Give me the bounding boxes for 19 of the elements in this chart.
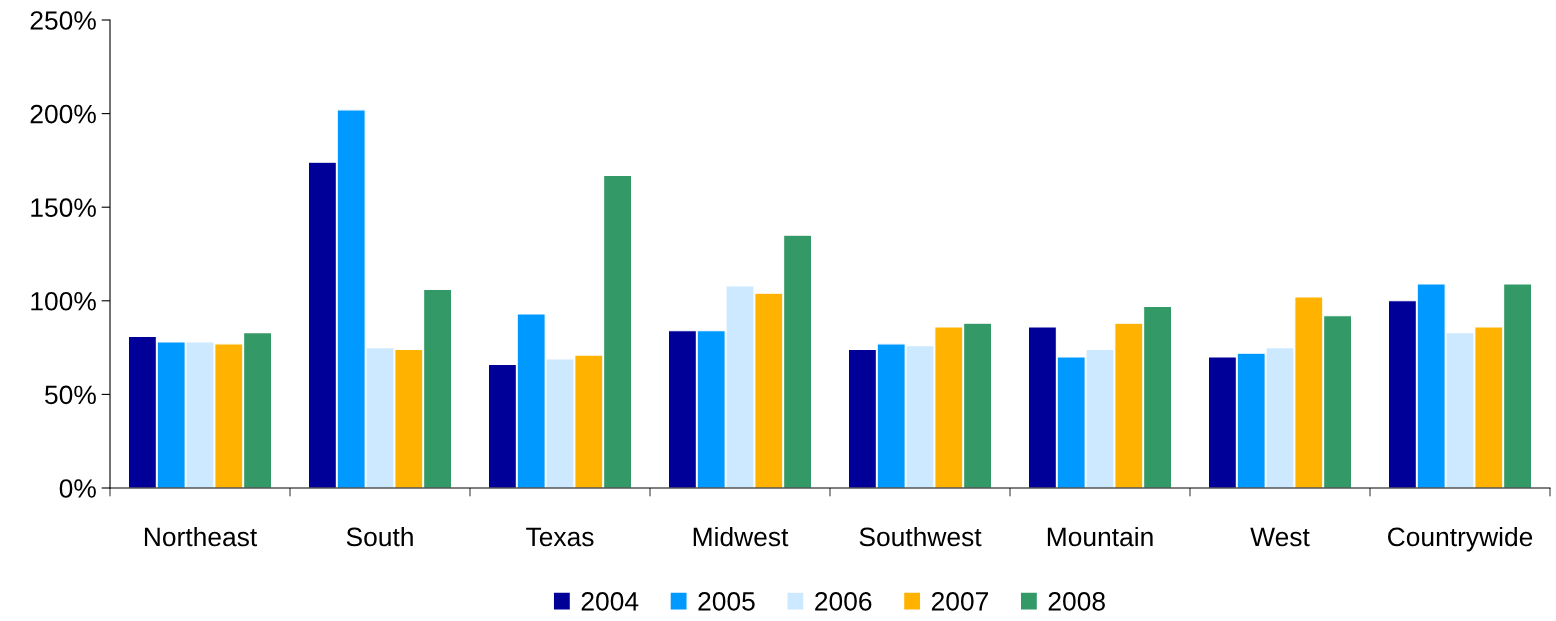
legend-label: 2008	[1048, 592, 1105, 611]
y-tick-label: 50%	[45, 385, 96, 405]
legend-label: 2006	[815, 592, 872, 611]
y-tick-label: 0%	[59, 479, 96, 498]
x-tick-label: Southwest	[859, 526, 982, 547]
x-tick-label: Texas	[526, 527, 594, 547]
y-tick-label: 100%	[31, 291, 96, 311]
x-tick-label: Countrywide	[1388, 526, 1533, 552]
legend-label: 2005	[698, 592, 755, 611]
x-tick-label: South	[346, 526, 413, 547]
legend-label: 2004	[581, 592, 639, 611]
legend-label: 2007	[931, 592, 988, 611]
x-tick-label: Northeast	[144, 526, 258, 547]
y-tick-label: 200%	[30, 104, 96, 124]
y-tick-label: 150%	[31, 198, 96, 218]
x-tick-label: West	[1250, 527, 1310, 547]
x-tick-label: Midwest	[693, 526, 789, 547]
y-tick-label: 250%	[30, 11, 96, 30]
x-tick-label: Mountain	[1047, 526, 1153, 547]
